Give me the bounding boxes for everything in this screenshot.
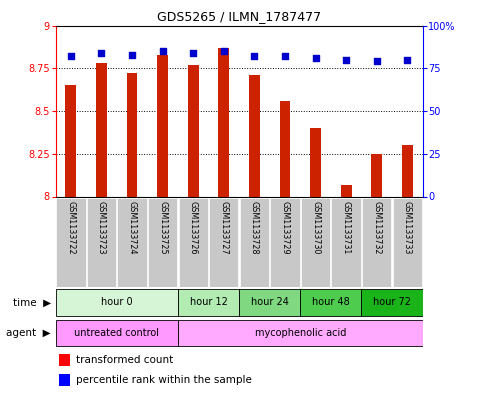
Point (98, 50, 105, 56)
Bar (239, 289, 300, 316)
Bar (218, 48, 229, 196)
Bar (188, 65, 199, 196)
Text: hour 72: hour 72 (373, 298, 411, 307)
Bar (96, 63, 107, 196)
Text: untreated control: untreated control (74, 328, 159, 338)
Bar (361, 289, 423, 316)
Bar (341, 185, 352, 196)
Bar (362, 198, 391, 287)
Text: GSM1133728: GSM1133728 (250, 201, 259, 255)
Point (373, 58, 381, 64)
Text: mycophenolic acid: mycophenolic acid (255, 328, 346, 338)
Title: GDS5265 / ILMN_1787477: GDS5265 / ILMN_1787477 (157, 10, 321, 23)
Bar (66, 85, 76, 196)
Text: GSM1133729: GSM1133729 (281, 201, 289, 255)
Bar (300, 289, 361, 316)
Point (67, 53, 75, 59)
Point (220, 48, 227, 54)
Point (342, 57, 350, 63)
Bar (331, 198, 361, 287)
Point (189, 50, 197, 56)
Text: transformed count: transformed count (76, 355, 173, 365)
Text: GSM1133727: GSM1133727 (219, 201, 228, 255)
Bar (127, 73, 137, 196)
Bar (249, 75, 260, 196)
Bar (56, 198, 85, 287)
Text: GSM1133722: GSM1133722 (66, 201, 75, 255)
Text: hour 12: hour 12 (189, 298, 227, 307)
Text: GSM1133725: GSM1133725 (158, 201, 167, 255)
Text: hour 48: hour 48 (312, 298, 350, 307)
Bar (270, 198, 299, 287)
Bar (178, 289, 239, 316)
Bar (59, 354, 70, 366)
Bar (310, 128, 321, 196)
Text: GSM1133733: GSM1133733 (403, 201, 412, 255)
Text: agent  ▶: agent ▶ (6, 328, 51, 338)
Point (251, 53, 258, 59)
Bar (87, 198, 116, 287)
Text: GSM1133724: GSM1133724 (128, 201, 137, 255)
Point (159, 48, 167, 54)
Bar (157, 55, 168, 196)
Bar (371, 154, 382, 196)
Text: GSM1133723: GSM1133723 (97, 201, 106, 255)
Bar (301, 198, 330, 287)
Bar (59, 374, 70, 386)
Point (403, 57, 411, 63)
Bar (280, 101, 290, 196)
Text: percentile rank within the sample: percentile rank within the sample (76, 375, 252, 385)
Point (281, 53, 289, 59)
Bar (178, 320, 423, 346)
Bar (56, 289, 178, 316)
Text: GSM1133731: GSM1133731 (341, 201, 351, 255)
Text: hour 24: hour 24 (251, 298, 289, 307)
Bar (393, 198, 422, 287)
Text: hour 0: hour 0 (101, 298, 132, 307)
Point (312, 55, 319, 61)
Bar (240, 198, 269, 287)
Bar (117, 198, 147, 287)
Bar (179, 198, 208, 287)
Text: time  ▶: time ▶ (13, 298, 51, 307)
Text: GSM1133726: GSM1133726 (189, 201, 198, 255)
Bar (209, 198, 239, 287)
Point (128, 51, 136, 58)
Text: GSM1133732: GSM1133732 (372, 201, 381, 255)
Bar (148, 198, 177, 287)
Bar (56, 320, 178, 346)
Bar (402, 145, 412, 196)
Text: GSM1133730: GSM1133730 (311, 201, 320, 255)
